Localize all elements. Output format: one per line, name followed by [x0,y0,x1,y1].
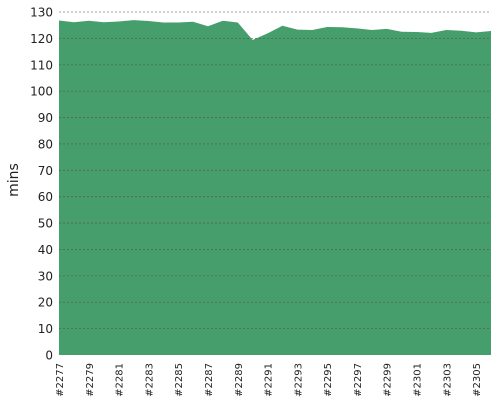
y-tick-label: 80 [38,137,53,151]
x-tick-label: #2297 [353,363,364,397]
x-tick-label: #2295 [323,363,334,397]
y-tick-label: 90 [38,111,53,125]
y-tick-label: 70 [38,164,53,178]
x-tick-label: #2283 [144,363,155,397]
area-layer [59,20,491,356]
x-tick-label: #2281 [115,363,126,397]
x-tick-label: #2293 [293,363,304,397]
y-tick-label: 20 [38,296,53,310]
x-tick-label: #2301 [413,363,424,397]
y-axis-title: mins [6,163,22,197]
y-tick-label: 0 [45,349,53,363]
grid-layer [59,11,491,330]
y-tick-label: 120 [30,32,53,46]
y-tick-label: 130 [30,6,53,20]
x-tick-label: #2299 [383,363,394,397]
y-tick-label: 10 [38,322,53,336]
x-axis-ticks: #2277 #2279 #2281 #2283 #2285 #2287 #2289 #2291… [55,363,483,397]
y-tick-label: 110 [30,58,53,72]
x-tick-label: #2291 [264,363,275,397]
x-tick-label: #2277 [55,363,66,397]
y-tick-label: 30 [38,269,53,283]
x-tick-label: #2289 [234,363,245,397]
x-tick-label: #2285 [174,363,185,397]
x-tick-label: #2305 [472,363,483,397]
x-tick-label: #2279 [85,363,96,397]
x-tick-label: #2303 [442,363,453,397]
y-tick-label: 40 [38,243,53,257]
y-axis-ticks: 0 10 20 30 40 50 60 70 80 90 100 110 120 130 [30,6,53,363]
area-series [59,20,491,356]
y-tick-label: 50 [38,217,53,231]
x-tick-label: #2287 [204,363,215,397]
y-tick-label: 60 [38,190,53,204]
y-tick-label: 100 [30,85,53,99]
